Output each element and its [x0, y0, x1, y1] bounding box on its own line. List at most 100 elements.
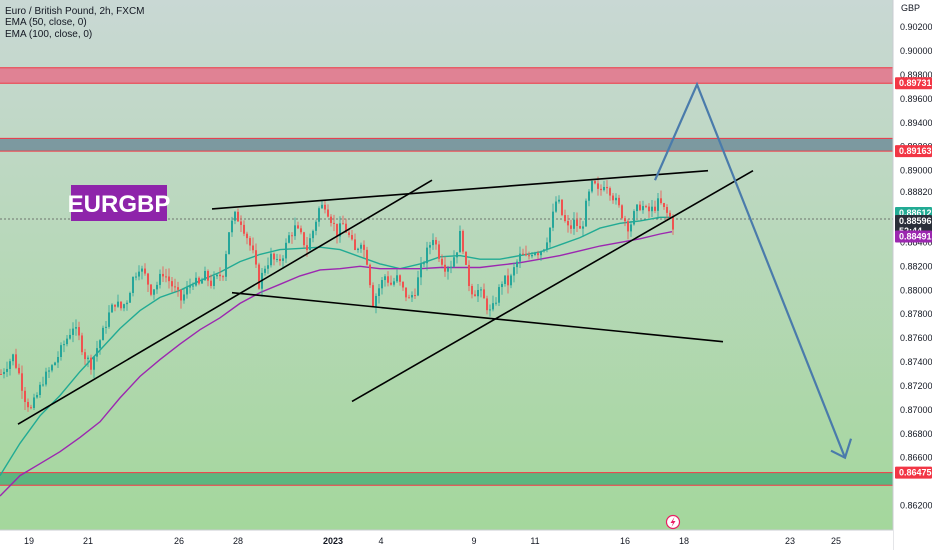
- candle: [393, 277, 395, 287]
- candle-body: [201, 280, 203, 284]
- price-tag-label: 0.88596: [899, 216, 932, 226]
- candle: [282, 255, 284, 268]
- lightning-icon-bolt: [670, 517, 676, 527]
- candle-body: [513, 267, 515, 276]
- candle-body: [138, 271, 140, 277]
- candle: [309, 233, 311, 251]
- descending-line[interactable]: [231, 291, 724, 343]
- candle: [540, 250, 542, 261]
- candle-body: [534, 253, 536, 255]
- time-axis-panel[interactable]: [0, 530, 893, 550]
- candle: [603, 180, 605, 192]
- candle: [531, 251, 533, 259]
- candle: [297, 221, 299, 230]
- candle-body: [612, 195, 614, 201]
- candle: [567, 215, 569, 233]
- ema100-legend: EMA (100, close, 0): [5, 29, 92, 40]
- candle: [558, 195, 560, 204]
- candle: [0, 369, 2, 376]
- candle-body: [630, 224, 632, 232]
- candle-body: [447, 267, 449, 272]
- candle-body: [507, 275, 509, 286]
- candle-body: [285, 242, 287, 259]
- candle: [429, 241, 431, 255]
- candle: [384, 274, 386, 287]
- candle: [609, 186, 611, 201]
- candle: [135, 272, 137, 281]
- candle-body: [426, 247, 428, 264]
- rising-wedge-top[interactable]: [211, 169, 709, 210]
- candle: [228, 232, 230, 255]
- candle: [591, 180, 593, 194]
- candle-body: [342, 223, 344, 225]
- candle: [408, 294, 410, 299]
- candle-body: [210, 280, 212, 286]
- candle: [210, 274, 212, 289]
- projection-path[interactable]: [653, 81, 847, 459]
- candle: [669, 210, 671, 218]
- plot-background: [0, 0, 893, 530]
- candle-body: [411, 295, 413, 298]
- candle-body: [381, 280, 383, 289]
- candle: [291, 232, 293, 244]
- candle-body: [642, 206, 644, 211]
- candle: [561, 199, 563, 217]
- candle-body: [195, 277, 197, 286]
- candle: [270, 247, 272, 268]
- candle: [360, 242, 362, 253]
- candle-body: [600, 188, 602, 191]
- candle-body: [369, 264, 371, 286]
- candle: [183, 288, 185, 304]
- candle-body: [141, 268, 143, 272]
- candle: [336, 223, 338, 244]
- candle-body: [264, 268, 266, 273]
- candle-body: [171, 281, 173, 287]
- rising-channel-support-right[interactable]: [351, 169, 754, 403]
- candle: [483, 283, 485, 299]
- candle: [213, 271, 215, 290]
- candle: [81, 332, 83, 356]
- price-tag-current: 0.88596: [895, 214, 932, 227]
- candle: [456, 252, 458, 264]
- candle: [318, 206, 320, 227]
- candle-body: [276, 258, 278, 260]
- candle-body: [558, 199, 560, 202]
- candle-body: [78, 327, 80, 336]
- price-tag-bg: [895, 230, 932, 243]
- candle: [9, 358, 11, 376]
- y-tick-label: 0.87200: [900, 381, 932, 391]
- rising-channel-support-left[interactable]: [17, 179, 433, 425]
- candle-body: [120, 301, 122, 309]
- symbol-badge-bg: [71, 185, 167, 221]
- candle: [480, 286, 482, 298]
- candle: [417, 270, 419, 297]
- candle-body: [327, 209, 329, 217]
- candle-body: [408, 297, 410, 299]
- candle-body: [417, 277, 419, 296]
- candle: [288, 232, 290, 244]
- y-tick-label: 0.89400: [900, 118, 932, 128]
- candle: [54, 361, 56, 366]
- candle-body: [519, 253, 521, 262]
- candle: [72, 322, 74, 343]
- candle: [63, 340, 65, 353]
- candle: [321, 200, 323, 209]
- candle-body: [129, 292, 131, 303]
- candle: [510, 273, 512, 289]
- price-axis-panel[interactable]: [893, 0, 932, 550]
- candle: [447, 265, 449, 280]
- zone-resistance-mid: [0, 138, 893, 152]
- candle: [60, 342, 62, 361]
- candle: [159, 269, 161, 289]
- price-tag-bg: [895, 77, 932, 90]
- candle-body: [180, 289, 182, 301]
- candle-body: [126, 302, 128, 305]
- lightning-icon[interactable]: [665, 514, 681, 530]
- candle-body: [438, 244, 440, 259]
- candle-body: [387, 276, 389, 283]
- candle: [204, 266, 206, 281]
- price-tag-level: 0.89731: [895, 77, 932, 90]
- candle-body: [363, 244, 365, 250]
